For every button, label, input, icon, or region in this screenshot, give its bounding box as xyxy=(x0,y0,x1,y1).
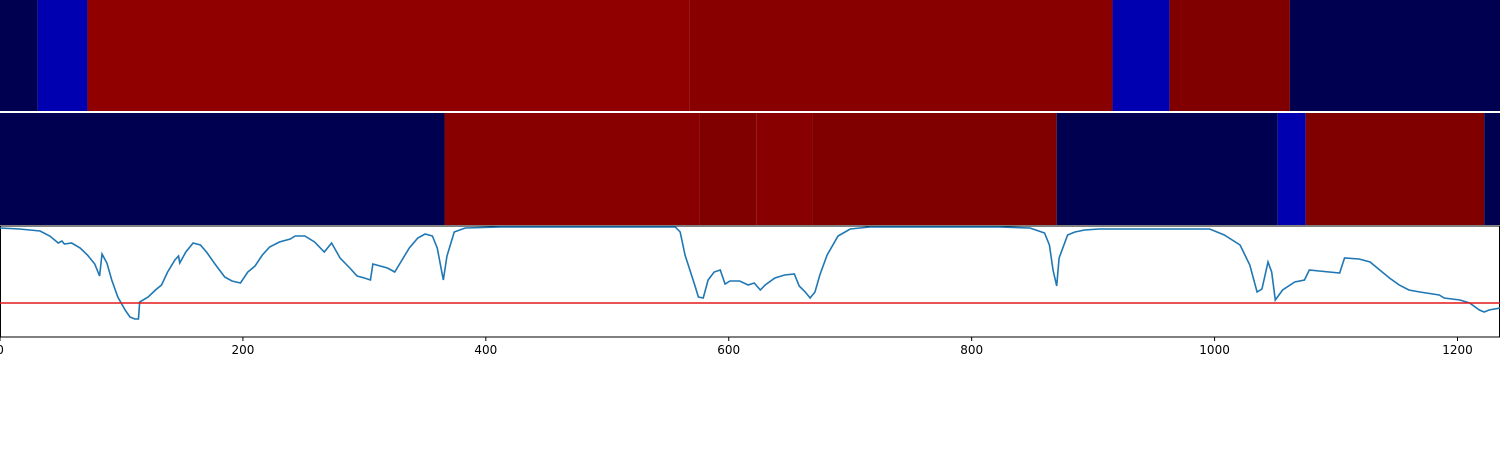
heat-segment xyxy=(1169,0,1290,111)
x-tick-label: 1200 xyxy=(1442,343,1473,357)
heat-segment xyxy=(1305,113,1485,225)
x-tick-label: 800 xyxy=(960,343,983,357)
heat-segment xyxy=(87,0,690,111)
heat-segment xyxy=(689,0,1113,111)
x-tick-label: 400 xyxy=(474,343,497,357)
x-tick-label: 0 xyxy=(0,343,4,357)
heat-segment xyxy=(0,113,445,225)
heat-segment xyxy=(699,113,757,225)
heat-segment xyxy=(1484,113,1500,225)
heat-segment xyxy=(444,113,700,225)
heat-segment xyxy=(1289,0,1500,111)
x-tick-label: 1000 xyxy=(1199,343,1230,357)
heat-segment xyxy=(1277,113,1306,225)
plot-frame xyxy=(0,225,1500,338)
x-tick-label: 200 xyxy=(231,343,254,357)
heat-segment xyxy=(1112,0,1170,111)
heat-segment xyxy=(37,0,88,111)
x-tick-label: 600 xyxy=(717,343,740,357)
heat-segment xyxy=(0,0,38,111)
data-line xyxy=(0,226,1500,320)
heat-segment xyxy=(1056,113,1278,225)
heat-segment xyxy=(756,113,813,225)
heat-segment xyxy=(812,113,1057,225)
